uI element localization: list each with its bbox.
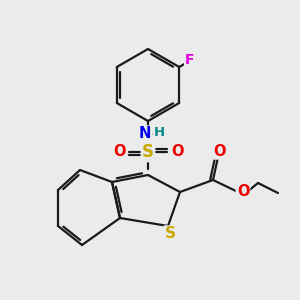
Text: O: O xyxy=(171,145,183,160)
Text: O: O xyxy=(214,143,226,158)
Text: H: H xyxy=(153,127,165,140)
Text: O: O xyxy=(113,145,125,160)
Text: O: O xyxy=(237,184,249,199)
Text: N: N xyxy=(139,127,151,142)
Text: F: F xyxy=(185,53,195,67)
Text: S: S xyxy=(164,226,175,242)
Text: S: S xyxy=(142,143,154,161)
